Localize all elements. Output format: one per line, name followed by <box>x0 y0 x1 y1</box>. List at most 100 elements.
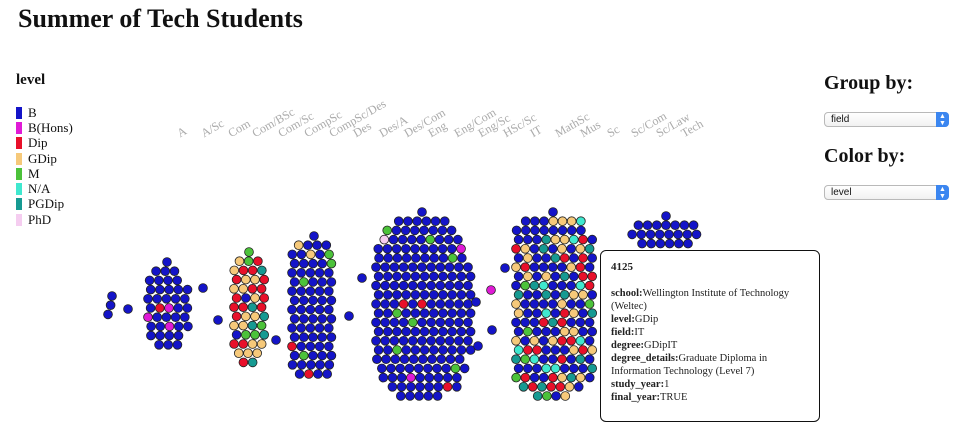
student-dot[interactable] <box>410 225 420 236</box>
student-dot[interactable] <box>143 293 153 304</box>
student-dot[interactable] <box>522 271 533 282</box>
student-dot[interactable] <box>522 289 533 300</box>
student-dot[interactable] <box>587 326 597 337</box>
student-dot[interactable] <box>452 381 462 392</box>
student-dot[interactable] <box>419 345 430 355</box>
student-dot[interactable] <box>180 293 190 304</box>
student-dot[interactable] <box>557 372 567 383</box>
student-dot[interactable] <box>550 326 561 337</box>
student-dot[interactable] <box>395 391 406 401</box>
student-dot[interactable] <box>296 304 307 315</box>
student-dot[interactable] <box>373 308 384 319</box>
student-dot[interactable] <box>538 335 549 346</box>
student-dot[interactable] <box>463 299 473 309</box>
student-dot[interactable] <box>373 271 384 282</box>
student-dot[interactable] <box>637 238 647 249</box>
student-dot[interactable] <box>529 299 540 309</box>
student-dot[interactable] <box>555 381 566 392</box>
student-dot[interactable] <box>538 372 549 383</box>
student-dot[interactable] <box>587 234 597 245</box>
student-dot[interactable] <box>522 308 533 319</box>
student-dot[interactable] <box>486 285 496 295</box>
student-dot[interactable] <box>664 238 675 249</box>
student-dot[interactable] <box>243 256 254 267</box>
student-dot[interactable] <box>541 234 551 245</box>
student-dot[interactable] <box>238 339 249 349</box>
student-dot[interactable] <box>568 253 579 263</box>
student-dot[interactable] <box>587 253 597 263</box>
student-dot[interactable] <box>566 354 576 365</box>
student-dot[interactable] <box>289 313 300 324</box>
student-dot[interactable] <box>407 234 417 245</box>
student-dot[interactable] <box>241 293 251 303</box>
student-dot[interactable] <box>344 311 354 321</box>
student-dot[interactable] <box>550 345 561 355</box>
student-dot[interactable] <box>546 381 556 392</box>
student-dot[interactable] <box>380 317 391 328</box>
student-dot[interactable] <box>155 303 165 313</box>
student-dot[interactable] <box>324 249 334 260</box>
student-dot[interactable] <box>429 253 440 263</box>
student-dot[interactable] <box>550 253 561 263</box>
student-dot[interactable] <box>293 240 304 251</box>
student-dot[interactable] <box>513 308 524 319</box>
student-dot[interactable] <box>437 244 448 254</box>
student-dot[interactable] <box>547 262 558 273</box>
student-dot[interactable] <box>407 280 418 291</box>
student-dot[interactable] <box>256 320 267 331</box>
student-dot[interactable] <box>105 300 116 311</box>
student-dot[interactable] <box>326 332 337 343</box>
student-dot[interactable] <box>424 372 435 383</box>
student-dot[interactable] <box>661 220 671 231</box>
student-dot[interactable] <box>287 323 297 333</box>
student-dot[interactable] <box>317 313 328 324</box>
student-dot[interactable] <box>426 317 437 328</box>
student-dot[interactable] <box>520 225 531 236</box>
student-dot[interactable] <box>287 286 297 297</box>
student-dot[interactable] <box>465 271 476 282</box>
student-dot[interactable] <box>673 229 683 240</box>
student-dot[interactable] <box>233 348 244 359</box>
student-dot[interactable] <box>145 284 156 295</box>
student-dot[interactable] <box>568 326 579 337</box>
student-dot[interactable] <box>522 253 533 263</box>
student-dot[interactable] <box>371 335 381 346</box>
student-dot[interactable] <box>395 363 406 374</box>
student-dot[interactable] <box>578 345 588 355</box>
student-dot[interactable] <box>435 317 446 328</box>
student-dot[interactable] <box>382 244 393 254</box>
student-dot[interactable] <box>655 238 666 249</box>
student-dot[interactable] <box>433 372 444 383</box>
student-dot[interactable] <box>547 354 558 365</box>
student-dot[interactable] <box>447 289 458 300</box>
student-dot[interactable] <box>426 299 437 309</box>
student-dot[interactable] <box>432 363 442 374</box>
student-dot[interactable] <box>427 354 437 365</box>
student-dot[interactable] <box>183 321 193 332</box>
student-dot[interactable] <box>253 256 263 267</box>
student-dot[interactable] <box>419 326 430 337</box>
student-dot[interactable] <box>683 238 693 249</box>
student-dot[interactable] <box>456 308 467 319</box>
student-dot[interactable] <box>398 299 409 309</box>
student-dot[interactable] <box>487 325 497 335</box>
color-by-select[interactable]: level ▲ ▼ <box>824 185 949 200</box>
student-dot[interactable] <box>444 317 455 328</box>
student-dot[interactable] <box>578 326 588 337</box>
student-dot[interactable] <box>411 253 421 263</box>
student-dot[interactable] <box>145 303 156 313</box>
student-dot[interactable] <box>308 277 318 287</box>
student-dot[interactable] <box>457 253 467 263</box>
student-dot[interactable] <box>456 345 467 355</box>
student-dot[interactable] <box>250 293 260 303</box>
student-dot[interactable] <box>566 216 577 227</box>
student-dot[interactable] <box>238 283 249 294</box>
student-dot[interactable] <box>398 262 409 273</box>
student-dot[interactable] <box>438 253 449 263</box>
student-dot[interactable] <box>642 220 653 231</box>
student-dot[interactable] <box>452 372 462 383</box>
student-dot[interactable] <box>428 289 439 300</box>
student-dot[interactable] <box>435 262 446 273</box>
student-dot[interactable] <box>568 345 579 355</box>
student-dot[interactable] <box>314 341 325 352</box>
